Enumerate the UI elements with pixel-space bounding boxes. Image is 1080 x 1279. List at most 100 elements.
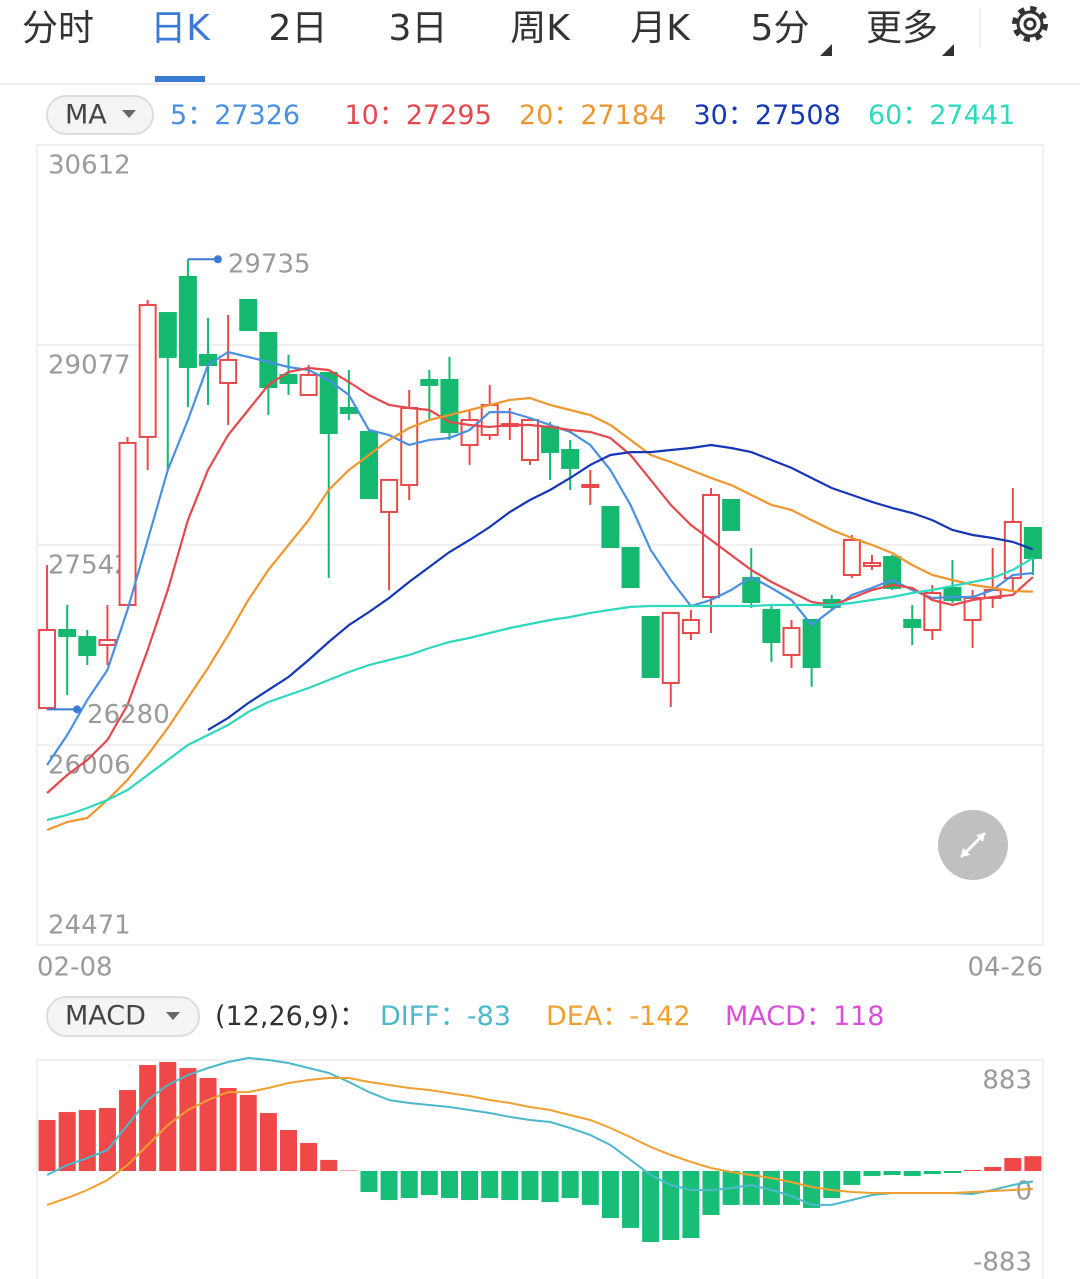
legend-name: DIFF [380, 1001, 440, 1032]
ma-legend: 10：27295 [345, 100, 492, 131]
candle-body [641, 615, 660, 679]
legend-value: -142 [629, 1001, 690, 1032]
legend-separator: ： [339, 1001, 366, 1032]
macd-bar [38, 1119, 56, 1171]
candle-body [199, 353, 218, 367]
macd-bar [863, 1171, 881, 1177]
macd-bar [964, 1169, 982, 1171]
macd-bar [159, 1062, 177, 1171]
ma-legend: 5：27326 [170, 100, 300, 131]
macd-bar [702, 1171, 720, 1215]
macd-chart-frame [36, 1059, 1044, 1279]
ma-line [46, 396, 1033, 832]
macd-bar [561, 1171, 579, 1199]
candle-body [661, 611, 680, 685]
legend-separator: ： [806, 1001, 833, 1032]
candle-body [239, 299, 258, 331]
gear-hub [1023, 17, 1037, 31]
tab[interactable]: 3日 [389, 8, 448, 49]
candle-body [158, 312, 177, 358]
candle-body [400, 407, 419, 487]
macd-bar [219, 1088, 237, 1171]
tab[interactable]: 日K [150, 8, 211, 49]
macd-bar [642, 1171, 660, 1243]
macd-bar [1004, 1158, 1022, 1171]
candle-body [480, 404, 499, 436]
legend-separator: ： [440, 1001, 467, 1032]
macd-bar [622, 1171, 640, 1228]
macd-bar [461, 1171, 479, 1201]
extreme-dot [213, 255, 222, 264]
macd-line [46, 1056, 1034, 1206]
macd-bar [360, 1171, 378, 1192]
macd-bar [521, 1171, 539, 1201]
ma-dropdown[interactable] [46, 95, 154, 135]
y-tick-label: 27542 [48, 550, 131, 580]
candle-body [883, 556, 902, 589]
tab-corner-mark [820, 44, 832, 56]
macd-bar [682, 1171, 700, 1239]
candle-body [78, 636, 97, 657]
extreme-label: 29735 [228, 250, 311, 280]
tab[interactable]: 5分 [751, 8, 810, 49]
dropdown-arrow [166, 1012, 180, 1020]
y-tick-label: 30612 [48, 151, 131, 181]
macd-bar [903, 1171, 921, 1177]
ma-line [46, 366, 1034, 794]
macd-bar [58, 1112, 76, 1171]
legend-name: 60 [868, 100, 902, 131]
legend-name: 10 [345, 100, 379, 131]
macd-bar [843, 1171, 861, 1185]
candle-body [138, 303, 157, 438]
legend-value: 27326 [214, 100, 300, 131]
candle-body [178, 275, 197, 368]
candle-body [782, 627, 801, 657]
params: (12,26,9) [215, 1001, 339, 1032]
legend-value: 27295 [406, 100, 492, 131]
macd-bar [984, 1166, 1002, 1171]
candle-body [339, 407, 358, 414]
candle-body [561, 448, 580, 469]
ma-indicator-label: MA [65, 100, 107, 131]
candle-body [762, 608, 781, 643]
ma-line [207, 443, 1034, 731]
settings-icon[interactable] [1012, 6, 1048, 42]
macd-bar [501, 1171, 519, 1201]
y-tick-label: 883 [982, 1066, 1032, 1096]
macd-bar [481, 1171, 499, 1199]
y-tick-label: 26006 [48, 751, 131, 781]
macd-bar [943, 1171, 961, 1174]
candle-body [420, 379, 439, 386]
plots: 24471 26006 27542 29077 30612 02-08 04-26 29735… [37, 100, 1043, 1278]
macd-dropdown[interactable] [46, 996, 200, 1037]
candle-body [862, 562, 881, 568]
legend-value: 27184 [580, 100, 666, 131]
fullscreen-button[interactable] [938, 810, 1008, 880]
macd-bar [320, 1159, 338, 1171]
macd-bar [883, 1171, 901, 1176]
tab[interactable]: 2日 [269, 8, 328, 49]
macd-bar [581, 1171, 599, 1205]
macd-bar [400, 1171, 418, 1199]
candle-body [219, 358, 238, 385]
tab[interactable]: 更多 [866, 8, 938, 49]
macd-bar [139, 1065, 157, 1171]
candle-body [279, 373, 298, 385]
macd-bar [78, 1110, 96, 1171]
candle-body [581, 484, 600, 489]
legend-value: 27508 [755, 100, 841, 131]
tab[interactable]: 分时 [22, 8, 94, 49]
tab[interactable]: 月K [630, 8, 691, 49]
ma-line [46, 557, 1034, 821]
tab[interactable]: 周K [510, 8, 571, 49]
legend-value: 27441 [929, 100, 1015, 131]
candle-body [520, 419, 539, 461]
candle-body [601, 506, 620, 549]
extreme-label: 26280 [87, 700, 170, 730]
candle-body [118, 441, 137, 606]
macd-params: (12,26,9)： [215, 1001, 366, 1032]
candle-body [98, 639, 117, 646]
legend-value: 118 [833, 1001, 885, 1032]
